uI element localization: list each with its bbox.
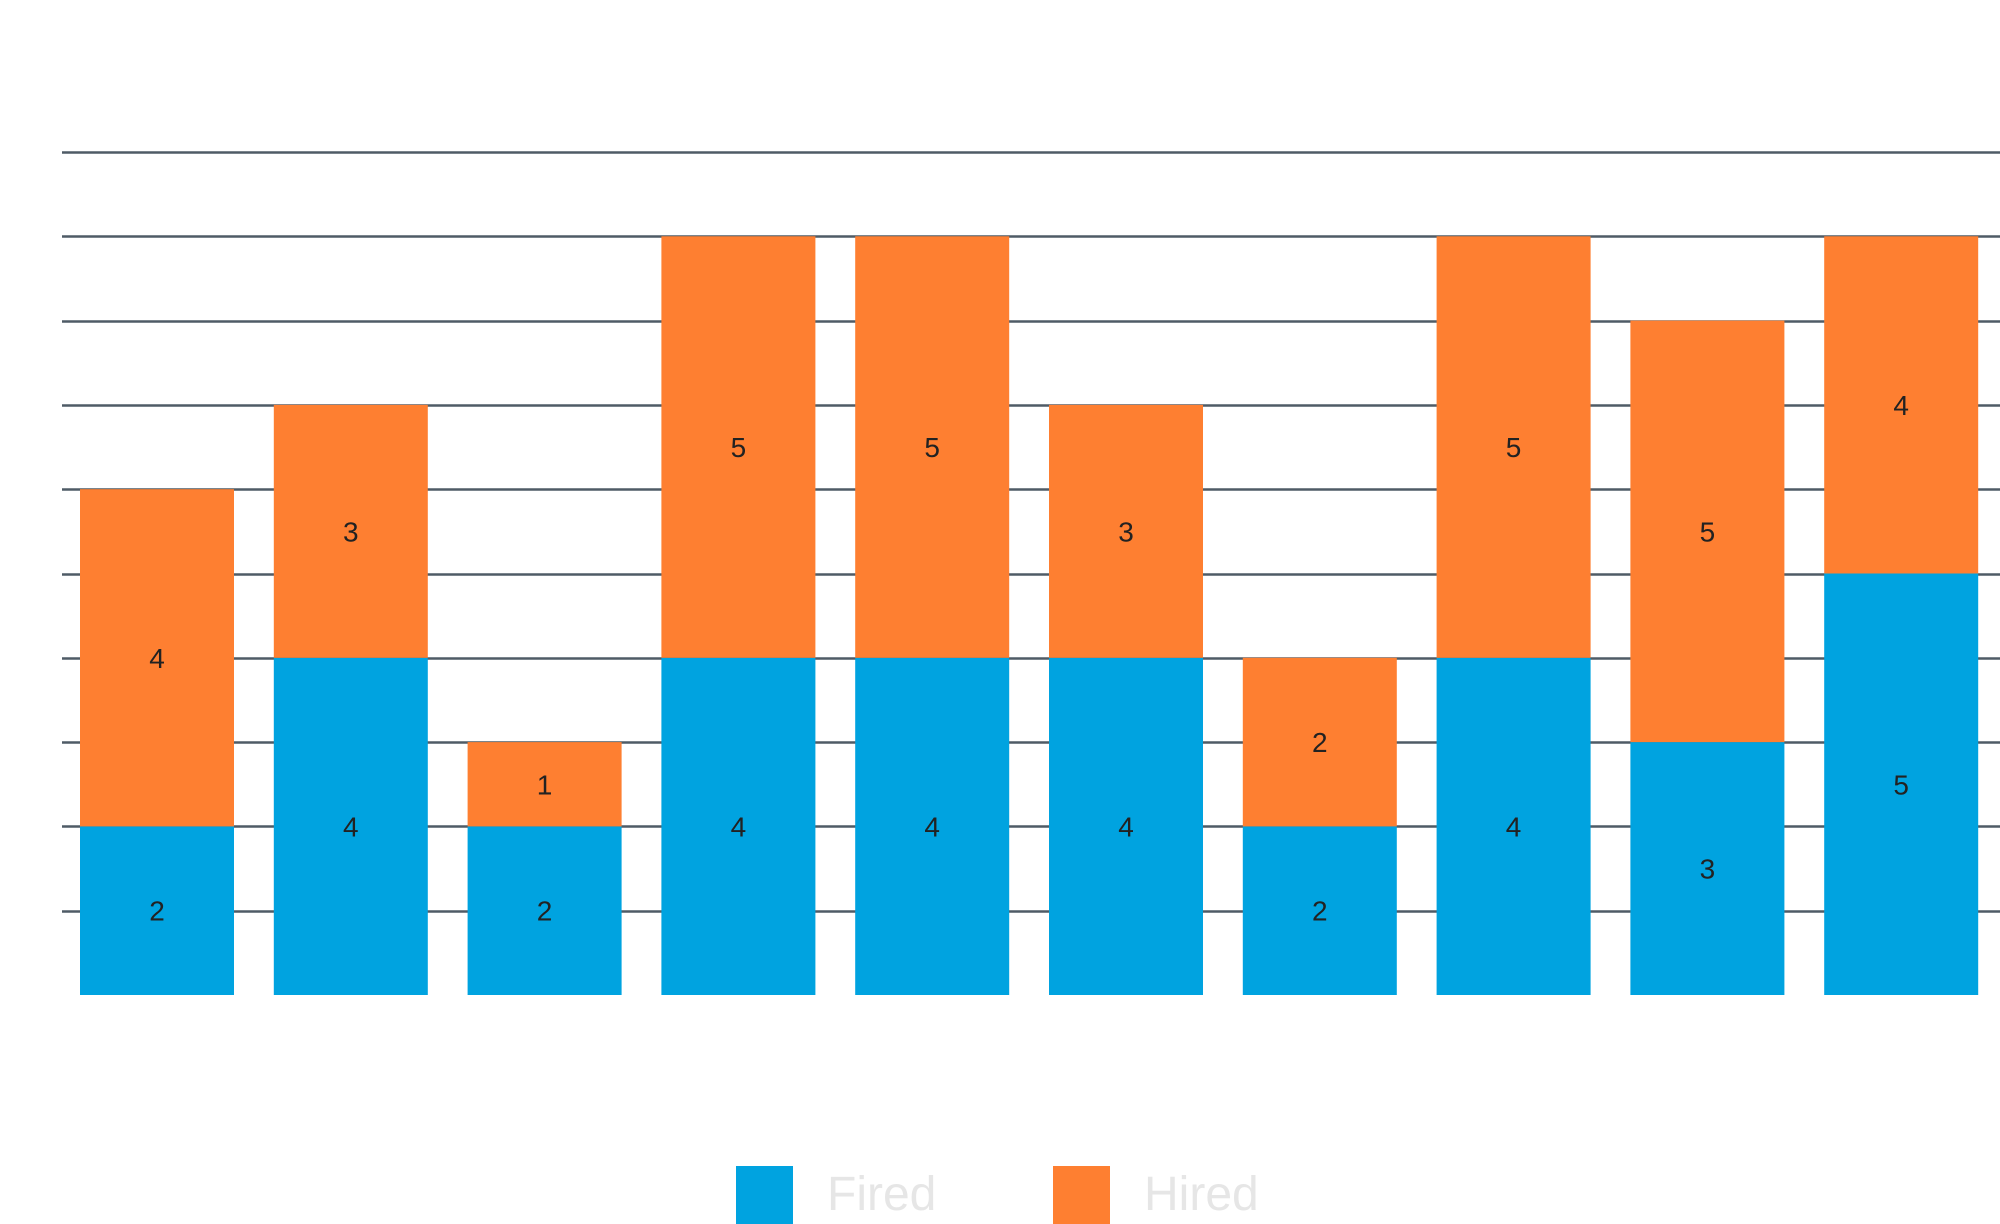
bar-fired-5 — [855, 657, 1010, 995]
legend: Fired Hired — [0, 1166, 2000, 1224]
data-label-fired-4: 4 — [731, 811, 747, 842]
bar-hired-2 — [273, 404, 428, 658]
bar-hired-4 — [661, 236, 816, 658]
bar-hired-3 — [467, 742, 622, 827]
bar-fired-8 — [1436, 657, 1591, 995]
data-label-fired-8: 4 — [1506, 811, 1522, 842]
data-label-fired-5: 4 — [924, 811, 940, 842]
bar-hired-9 — [1630, 320, 1785, 743]
data-label-fired-6: 4 — [1118, 811, 1134, 842]
data-label-hired-8: 5 — [1506, 432, 1522, 463]
bar-hired-6 — [1049, 404, 1203, 658]
data-label-hired-5: 5 — [924, 432, 940, 463]
data-label-hired-10: 4 — [1893, 390, 1909, 421]
bar-fired-6 — [1049, 657, 1203, 995]
data-label-fired-9: 3 — [1700, 854, 1716, 885]
legend-swatch-fired — [736, 1166, 793, 1224]
bar-fired-10 — [1824, 573, 1979, 995]
bar-fired-3 — [467, 826, 622, 995]
legend-item-hired: Hired — [1053, 1166, 1259, 1224]
data-label-hired-4: 5 — [731, 432, 747, 463]
bar-hired-5 — [855, 236, 1010, 658]
bar-fired-9 — [1630, 742, 1785, 995]
bar-fired-4 — [661, 657, 816, 995]
stacked-bar-chart: 2 4 4 3 2 1 4 5 4 5 4 3 2 2 4 5 3 5 5 4 — [62, 151, 2000, 995]
bar-hired-1 — [80, 489, 234, 827]
bar-fired-1 — [80, 826, 234, 995]
bar-fired-7 — [1242, 826, 1397, 995]
data-label-hired-3: 1 — [537, 769, 553, 800]
legend-swatch-hired — [1053, 1166, 1110, 1224]
legend-label-fired: Fired — [827, 1168, 937, 1221]
data-label-hired-7: 2 — [1312, 727, 1328, 758]
data-label-hired-1: 4 — [149, 643, 165, 674]
data-label-fired-10: 5 — [1893, 769, 1909, 800]
data-label-fired-1: 2 — [149, 896, 165, 927]
legend-label-hired: Hired — [1144, 1168, 1259, 1221]
data-label-fired-3: 2 — [537, 896, 553, 927]
data-label-hired-2: 3 — [343, 516, 359, 547]
data-label-fired-2: 4 — [343, 811, 359, 842]
bar-fired-2 — [273, 657, 428, 995]
data-label-fired-7: 2 — [1312, 896, 1328, 927]
legend-item-fired: Fired — [736, 1166, 936, 1224]
data-label-hired-9: 5 — [1700, 516, 1716, 547]
bar-hired-8 — [1436, 236, 1591, 658]
data-label-hired-6: 3 — [1118, 516, 1134, 547]
bar-hired-7 — [1242, 657, 1397, 827]
bar-hired-10 — [1824, 236, 1979, 574]
